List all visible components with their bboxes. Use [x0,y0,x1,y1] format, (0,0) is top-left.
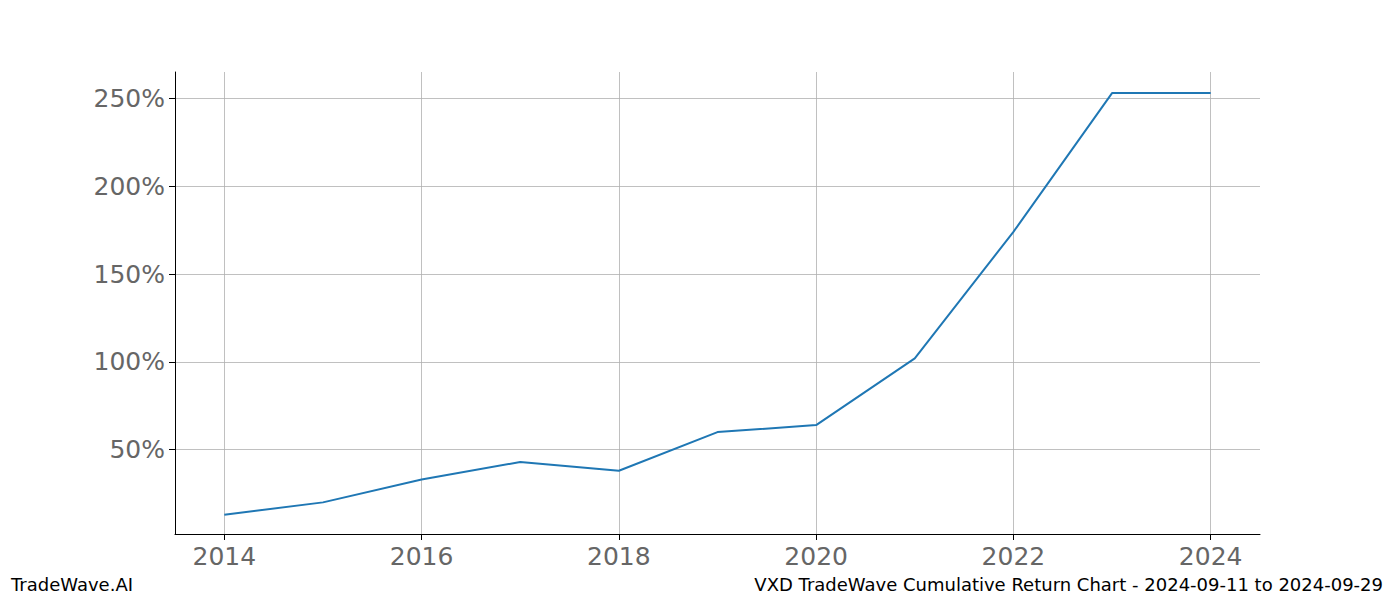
svg-text:2024: 2024 [1179,542,1243,571]
svg-text:2018: 2018 [587,542,651,571]
svg-text:200%: 200% [94,172,165,201]
svg-text:VXD TradeWave Cumulative Retur: VXD TradeWave Cumulative Return Chart - … [754,574,1383,595]
svg-text:2014: 2014 [193,542,257,571]
svg-text:50%: 50% [109,435,165,464]
svg-text:2020: 2020 [784,542,848,571]
svg-text:TradeWave.AI: TradeWave.AI [10,574,133,595]
svg-text:100%: 100% [94,347,165,376]
svg-text:2022: 2022 [982,542,1046,571]
svg-text:150%: 150% [94,260,165,289]
svg-text:2016: 2016 [390,542,454,571]
svg-text:250%: 250% [94,84,165,113]
